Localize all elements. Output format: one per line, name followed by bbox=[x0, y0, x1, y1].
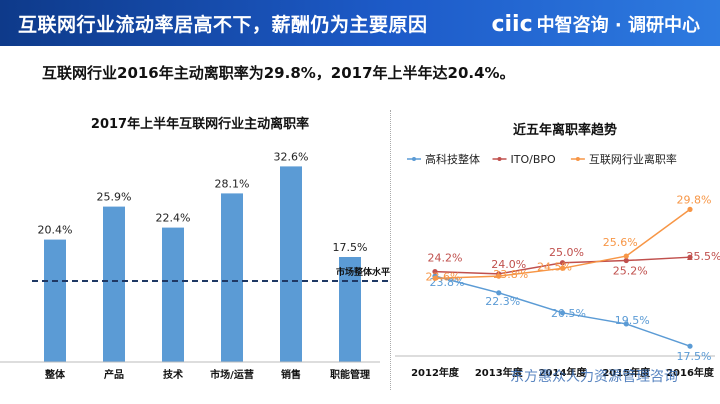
bar-category-label: 销售 bbox=[281, 368, 301, 381]
series-value-label: 25.2% bbox=[613, 265, 648, 278]
header-bar: 互联网行业流动率居高不下，薪酬仍为主要原因 ciic 中智咨询 · 调研中心 bbox=[0, 0, 720, 46]
market-level-label: 市场整体水平线 bbox=[336, 266, 390, 278]
legend-entry: ITO/BPO bbox=[511, 153, 557, 166]
bar-value-label: 25.9% bbox=[97, 191, 132, 204]
legend-entry: 高科技整体 bbox=[425, 152, 480, 166]
subtitle: 互联网行业2016年主动离职率为29.8%，2017年上半年达20.4%。 bbox=[42, 64, 515, 82]
series-point bbox=[432, 269, 438, 275]
bar-chart-title: 2017年上半年互联网行业主动离职率 bbox=[91, 116, 309, 132]
logo-mark: ciic bbox=[491, 12, 533, 37]
x-tick-label: 2015年度 bbox=[602, 366, 651, 379]
series-point bbox=[687, 206, 693, 212]
bar-category-label: 职能管理 bbox=[330, 368, 370, 381]
bar-value-label: 17.5% bbox=[333, 241, 368, 254]
bar-5 bbox=[339, 257, 361, 362]
series-point bbox=[623, 257, 629, 264]
bar-value-label: 32.6% bbox=[274, 150, 309, 163]
bar-category-label: 市场/运营 bbox=[210, 368, 254, 381]
chart-divider bbox=[390, 110, 391, 390]
bar-value-label: 22.4% bbox=[156, 212, 191, 225]
bar-4 bbox=[280, 166, 302, 362]
page-title: 互联网行业流动率居高不下，薪酬仍为主要原因 bbox=[18, 14, 428, 36]
series-point bbox=[623, 253, 629, 259]
bar-category-label: 整体 bbox=[44, 368, 66, 381]
series-point bbox=[687, 254, 693, 260]
series-value-label: 23.6% bbox=[426, 270, 461, 283]
series-point bbox=[496, 273, 502, 279]
bar-2 bbox=[162, 227, 184, 362]
series-point bbox=[432, 275, 438, 281]
bar-3 bbox=[221, 193, 243, 362]
x-tick-label: 2013年度 bbox=[475, 366, 524, 379]
x-tick-label: 2016年度 bbox=[666, 366, 715, 379]
series-value-label: 23.8% bbox=[430, 276, 465, 289]
series-value-label: 20.5% bbox=[551, 307, 586, 320]
legend-marker bbox=[412, 157, 416, 161]
bar-1 bbox=[103, 206, 125, 362]
bar-category-label: 技术 bbox=[163, 368, 183, 381]
legend-entry: 互联网行业离职率 bbox=[589, 152, 677, 166]
series-value-label: 29.8% bbox=[677, 193, 712, 206]
series-point bbox=[623, 321, 629, 327]
series-value-label: 25.5% bbox=[687, 250, 720, 263]
logo-text: 中智咨询 · 调研中心 bbox=[536, 15, 700, 36]
series-point bbox=[559, 310, 566, 316]
series-value-label: 24.0% bbox=[491, 258, 526, 271]
series-value-label: 25.0% bbox=[549, 246, 584, 259]
series-point bbox=[496, 290, 502, 296]
ciic-logo: ciic 中智咨询 · 调研中心 bbox=[491, 11, 700, 37]
series-value-label: 25.6% bbox=[603, 236, 638, 249]
series-value-label: 19.5% bbox=[615, 314, 650, 327]
footer-brand: 东方惠众人力资源管理咨询 bbox=[510, 369, 678, 385]
series-point bbox=[559, 265, 566, 271]
series-value-label: 24.2% bbox=[428, 252, 463, 265]
legend-marker bbox=[575, 157, 580, 161]
bar-value-label: 20.4% bbox=[38, 224, 73, 237]
line-chart-title: 近五年离职率趋势 bbox=[513, 122, 617, 138]
series-point bbox=[687, 343, 693, 349]
line-chart: 近五年离职率趋势 高科技整体 ITO/BPO 互联网行业离职率 2012年度 2013… bbox=[395, 122, 720, 379]
series-value-label: 22.3% bbox=[485, 295, 520, 308]
bar-value-label: 28.1% bbox=[215, 177, 250, 190]
series-value-label: 23.8% bbox=[493, 268, 528, 281]
legend-marker bbox=[497, 157, 502, 161]
x-tick-label: 2012年度 bbox=[411, 366, 460, 379]
series-value-label: 24.5% bbox=[537, 260, 572, 273]
series-value-label: 17.5% bbox=[677, 350, 712, 363]
series-point bbox=[559, 260, 566, 266]
x-tick-label: 2014年度 bbox=[539, 366, 588, 379]
bar-0 bbox=[44, 239, 66, 362]
bar-category-label: 产品 bbox=[104, 368, 124, 381]
bar-chart: 2017年上半年互联网行业主动离职率 20.4% 整体 25.9% 产品 22.4% 技术… bbox=[0, 116, 390, 381]
